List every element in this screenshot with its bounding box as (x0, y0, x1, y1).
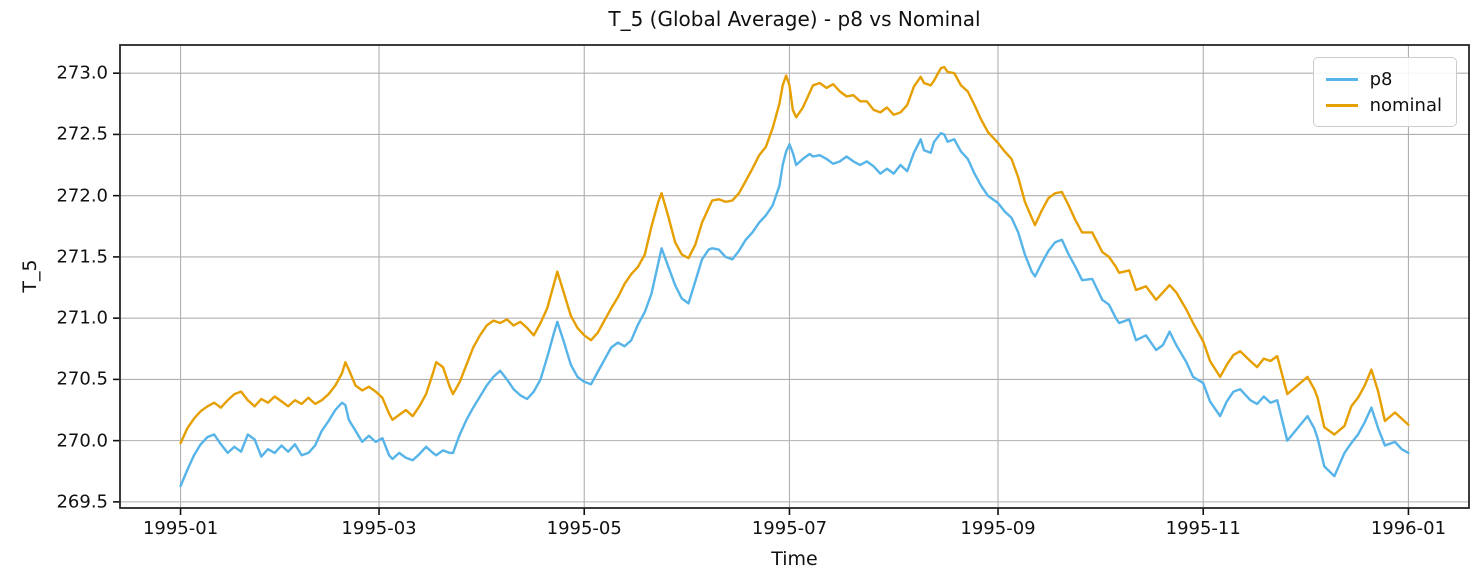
y-tick-label: 272.5 (56, 123, 108, 145)
y-tick-label: 271.5 (56, 246, 108, 268)
chart-title: T_5 (Global Average) - p8 vs Nominal (608, 7, 981, 31)
series-line-nominal (179, 65, 1410, 445)
y-tick-label: 270.5 (56, 368, 108, 390)
y-tick-label: 269.5 (56, 491, 108, 513)
y-tick-label: 271.0 (56, 307, 108, 329)
legend-item-nominal: nominal (1325, 92, 1442, 118)
x-tick-label: 1996-01 (1370, 518, 1447, 539)
series-line-p8 (179, 131, 1410, 488)
y-tick-label: 272.0 (56, 185, 108, 207)
x-tick-label: 1995-09 (960, 518, 1036, 539)
x-tick-label: 1995-01 (142, 518, 219, 539)
nominal-line-swatch (1325, 103, 1358, 107)
x-tick-label: 1995-11 (1165, 518, 1241, 539)
legend-label-nominal: nominal (1369, 94, 1442, 116)
p8-line-swatch (1325, 77, 1358, 81)
y-tick-label: 270.0 (56, 430, 108, 452)
x-tick-label: 1995-05 (546, 518, 622, 539)
legend: p8 nominal (1312, 57, 1457, 127)
x-axis-label: Time (771, 548, 818, 570)
x-tick-label: 1995-03 (341, 518, 417, 539)
legend-label-p8: p8 (1369, 68, 1393, 90)
y-tick-label: 273.0 (56, 62, 108, 84)
plot-border (119, 44, 1470, 509)
legend-item-p8: p8 (1325, 66, 1442, 92)
x-tick-label: 1995-07 (751, 518, 828, 539)
